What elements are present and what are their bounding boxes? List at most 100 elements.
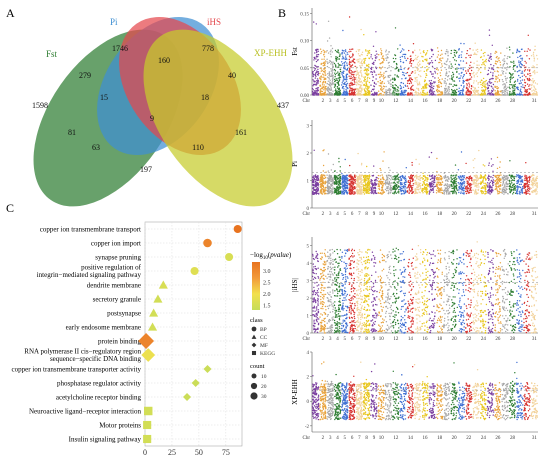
snp-point	[463, 185, 466, 187]
snp-point	[529, 72, 531, 75]
snp-point	[497, 176, 499, 178]
snp-point	[458, 191, 460, 194]
snp-point	[385, 57, 387, 59]
snp-point	[415, 177, 418, 179]
snp-point	[477, 91, 479, 93]
snp-point	[337, 74, 339, 77]
snp-point	[514, 70, 516, 72]
snp-point	[499, 64, 502, 66]
snp-point	[329, 187, 332, 189]
snp-point	[408, 49, 410, 52]
snp-point	[353, 80, 355, 82]
snp-point	[334, 70, 337, 72]
snp-point	[346, 94, 349, 96]
snp-point	[321, 69, 323, 72]
snp-point	[324, 192, 326, 194]
snp-point	[502, 63, 505, 66]
snp-point	[525, 62, 527, 64]
venn-count: 63	[92, 143, 100, 152]
snp-point	[354, 186, 356, 188]
snp-point	[329, 176, 332, 178]
snp-point	[326, 58, 328, 60]
snp-point	[381, 181, 384, 183]
snp-point	[376, 93, 378, 95]
snp-point	[531, 93, 533, 96]
snp-point	[332, 66, 334, 68]
snp-point	[382, 185, 384, 187]
snp-point	[403, 68, 405, 70]
snp-point	[473, 82, 475, 84]
snp-point	[458, 94, 460, 96]
snp-point	[365, 84, 368, 86]
snp-point	[426, 52, 428, 54]
snp-point	[323, 177, 326, 180]
snp-point	[390, 66, 392, 68]
snp-point	[450, 83, 452, 86]
snp-point	[447, 89, 449, 91]
snp-point	[448, 86, 450, 88]
snp-point	[416, 67, 418, 70]
snp-point	[368, 81, 371, 84]
venn-count: 110	[192, 143, 204, 152]
snp-point	[463, 43, 465, 45]
snp-point	[332, 90, 334, 92]
snp-point	[403, 94, 405, 96]
snp-point	[361, 189, 363, 192]
snp-point	[460, 191, 462, 193]
snp-point	[380, 189, 383, 192]
snp-point	[510, 76, 512, 78]
snp-point	[319, 181, 321, 184]
snp-point	[419, 84, 421, 86]
snp-point	[445, 53, 447, 55]
snp-point	[372, 63, 374, 65]
snp-point	[322, 80, 325, 83]
snp-point	[336, 79, 338, 82]
snp-point	[343, 70, 345, 73]
snp-point	[399, 84, 401, 87]
snp-point	[336, 92, 339, 94]
snp-point	[460, 56, 463, 58]
snp-point	[428, 62, 430, 64]
snp-point	[330, 184, 332, 186]
snp-point	[512, 52, 514, 54]
snp-point	[361, 88, 363, 90]
snp-point	[423, 70, 425, 73]
snp-point	[381, 88, 383, 91]
snp-point	[482, 164, 484, 166]
snp-point	[491, 94, 493, 96]
snp-point	[364, 92, 367, 95]
snp-point	[323, 56, 326, 58]
snp-point	[328, 93, 331, 96]
snp-point	[475, 49, 477, 51]
snp-point	[470, 78, 472, 80]
snp-point	[454, 190, 456, 192]
snp-point	[468, 183, 470, 186]
snp-point	[452, 192, 454, 195]
snp-point	[489, 193, 491, 195]
snp-point	[523, 87, 526, 89]
snp-point	[427, 93, 429, 95]
snp-point	[312, 93, 315, 95]
snp-point	[315, 94, 317, 96]
snp-point	[393, 193, 395, 195]
snp-point	[357, 152, 359, 155]
snp-point	[314, 90, 316, 92]
snp-point	[450, 63, 452, 65]
snp-point	[363, 189, 366, 192]
snp-point	[387, 91, 389, 94]
snp-point	[414, 54, 417, 57]
snp-point	[431, 82, 433, 85]
snp-point	[334, 76, 336, 78]
snp-point	[322, 182, 325, 185]
snp-point	[529, 88, 531, 90]
snp-point	[453, 188, 456, 191]
snp-point	[440, 191, 442, 194]
snp-point	[380, 192, 382, 194]
snp-point	[329, 83, 331, 85]
snp-point	[519, 94, 522, 96]
snp-point	[487, 69, 490, 72]
snp-point	[385, 59, 388, 61]
snp-point	[467, 69, 469, 71]
snp-point	[496, 191, 499, 193]
